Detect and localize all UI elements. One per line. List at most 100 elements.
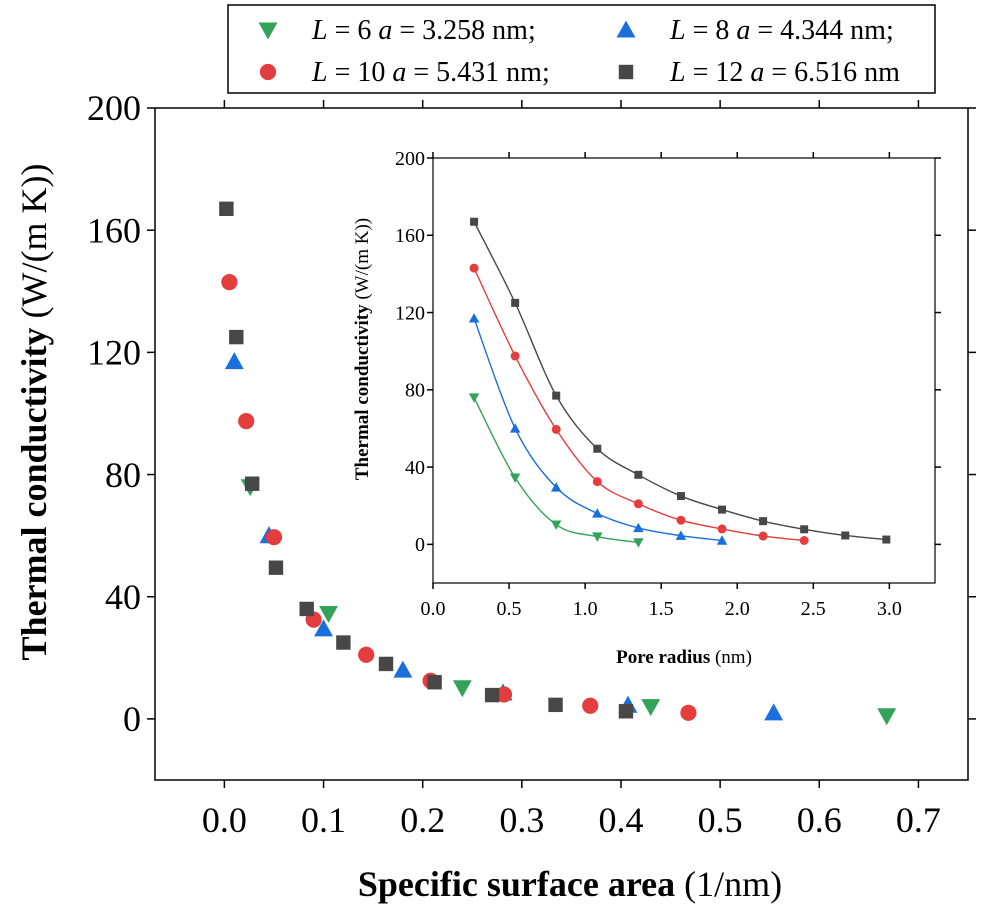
legend-L10-eq1: = 10	[328, 57, 393, 88]
main-y-tick-label: 160	[87, 210, 141, 250]
inset-point-L8	[716, 535, 728, 545]
inset-point-L10	[799, 536, 809, 545]
legend-label-L12: L = 12 a = 6.516 nm	[669, 57, 900, 88]
main-y-tick-label: 0	[123, 699, 141, 739]
inset-y-tick-label: 40	[405, 457, 425, 479]
inset-point-L8	[592, 508, 603, 518]
inset-point-L10	[592, 477, 602, 487]
inset-point-L6	[509, 473, 521, 483]
main-plot: 0.0 0.1 0.2 0.3 0.4 0.5 0.6 0.7 0 40 80 120 160 200 T…	[14, 88, 976, 904]
inset-point-L12	[718, 505, 727, 514]
legend-L6-L: L	[311, 15, 328, 46]
inset-curve-L10	[473, 267, 805, 542]
main-point-L12	[427, 675, 442, 690]
legend-frame	[227, 4, 936, 94]
inset-point-L12	[552, 391, 561, 400]
main-point-L10	[495, 686, 513, 703]
main-x-label-bold: Specific surface area	[358, 864, 675, 904]
inset-marks	[468, 217, 891, 548]
main-x-tick-label: 0.2	[400, 800, 445, 840]
legend-marker-L12	[618, 64, 634, 80]
inset-point-L12	[800, 525, 809, 534]
inset-plot: 0.0 0.5 1.0 1.5 2.0 2.5 3.0 0 40 80 120 160 200 Ther…	[352, 148, 941, 668]
inset-x-tick-label: 2.5	[801, 598, 826, 620]
inset-curve-L12	[473, 221, 887, 541]
inset-point-L10	[758, 531, 768, 541]
inset-point-L8	[550, 482, 562, 492]
legend-L8-L: L	[669, 15, 686, 46]
inset-y-label-unit: (W/(m K))	[352, 218, 373, 305]
legend-marker-L8	[616, 20, 636, 38]
inset-x-label-unit: (nm)	[710, 647, 752, 668]
inset-point-L12	[470, 217, 479, 226]
main-x-tick-label: 0.6	[797, 800, 842, 840]
inset-point-L12	[634, 470, 643, 479]
main-point-L6	[641, 699, 661, 717]
inset-x-axis-label: Pore radius (nm)	[616, 647, 752, 668]
inset-y-tick-label: 160	[395, 225, 425, 247]
main-plot-frame	[154, 107, 969, 781]
main-x-tick-label: 0.7	[896, 800, 941, 840]
main-x-tick-label: 0.1	[301, 800, 346, 840]
legend-label-L6: L = 6 a = 3.258 nm;	[311, 15, 536, 46]
main-x-tick-label: 0.4	[598, 800, 643, 840]
inset-point-L8	[633, 522, 644, 533]
main-point-L12	[484, 687, 500, 703]
main-point-L12	[336, 635, 351, 650]
main-y-label-unit: (W/(m K))	[14, 164, 54, 328]
legend-L10-a: a	[392, 57, 406, 88]
inset-point-L10	[510, 351, 520, 361]
main-x-tick-label: 0.0	[202, 800, 247, 840]
main-y-label-bold: Thermal conductivity	[14, 327, 54, 660]
main-point-L8	[764, 703, 784, 721]
legend-L12-a: a	[750, 57, 764, 88]
inset-ticks: 0.0 0.5 1.0 1.5 2.0 2.5 3.0 0 40 80 120 160 200	[395, 148, 941, 620]
legend-L6-eq1: = 6	[328, 15, 379, 46]
inset-y-label-bold: Thermal conductivity	[352, 304, 373, 480]
inset-y-tick-label: 0	[415, 534, 425, 556]
inset-y-tick-label: 200	[395, 148, 425, 170]
inset-x-tick-label: 1.5	[649, 598, 674, 620]
inset-point-L12	[593, 444, 602, 453]
inset-point-L10	[633, 499, 643, 509]
main-point-L12	[548, 697, 563, 713]
legend-items: L = 6 a = 3.258 nm; L = 8 a = 4.344 nm; L …	[258, 15, 900, 88]
inset-point-L6	[592, 532, 603, 542]
legend-L6-eq2: = 3.258 nm;	[392, 15, 535, 46]
main-point-L10	[582, 697, 599, 714]
inset-point-L6	[468, 393, 480, 403]
inset-point-L12	[511, 298, 520, 307]
main-x-tick-label: 0.3	[499, 800, 544, 840]
legend: L = 6 a = 3.258 nm; L = 8 a = 4.344 nm; L …	[227, 4, 936, 94]
main-point-L6	[319, 605, 338, 623]
inset-point-L12	[882, 535, 891, 544]
legend-label-L10: L = 10 a = 5.431 nm;	[311, 57, 550, 88]
inset-point-L10	[551, 424, 561, 434]
main-point-L10	[265, 529, 283, 546]
main-x-axis-label: Specific surface area (1/nm)	[358, 864, 782, 904]
main-point-L8	[314, 619, 333, 637]
legend-L10-L: L	[311, 57, 328, 88]
legend-label-L8: L = 8 a = 4.344 nm;	[669, 15, 894, 46]
main-point-L12	[229, 329, 244, 345]
inset-x-tick-label: 0.5	[497, 598, 522, 620]
main-point-L12	[219, 201, 234, 216]
main-x-tick-label: 0.5	[698, 800, 743, 840]
inset-point-L8	[509, 423, 521, 433]
inset-point-L10	[676, 515, 686, 525]
inset-y-axis-label: Thermal conductivity (W/(m K))	[352, 218, 373, 480]
main-point-L12	[618, 704, 634, 719]
inset-point-L10	[717, 524, 727, 534]
inset-x-tick-label: 0.0	[421, 598, 446, 620]
main-point-L8	[224, 352, 244, 370]
inset-x-tick-label: 1.0	[573, 598, 598, 620]
main-point-L12	[299, 601, 314, 617]
inset-point-L8	[675, 530, 687, 540]
inset-y-tick-label: 80	[405, 380, 425, 402]
inset-point-L6	[550, 520, 562, 530]
main-point-L10	[680, 704, 697, 721]
inset-point-L10	[469, 263, 479, 273]
inset-point-L12	[841, 531, 850, 540]
main-point-L10	[221, 274, 238, 291]
